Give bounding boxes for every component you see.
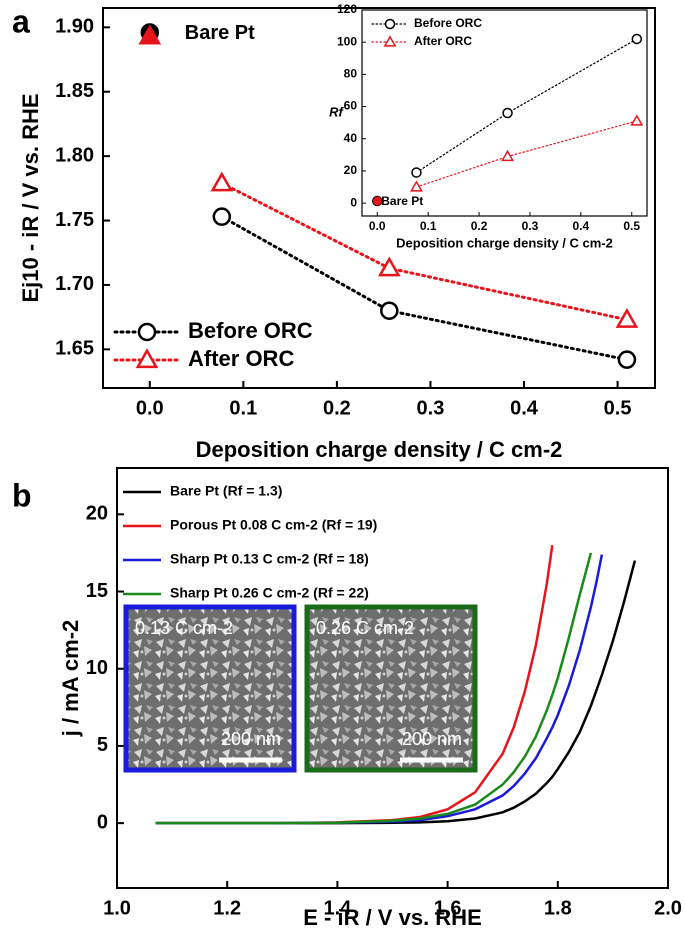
x-tick-label: 0.0	[369, 219, 386, 233]
marker-circle	[617, 350, 637, 369]
image-label: 0.13 C cm-2	[135, 618, 233, 638]
y-axis-title: Rf	[329, 104, 344, 119]
x-tick-label: 1.2	[213, 897, 241, 919]
x-tick-label: 0.4	[572, 219, 589, 233]
marker-circle	[372, 196, 382, 206]
marker-triangle	[210, 171, 234, 192]
x-tick-label: 0.2	[323, 397, 351, 419]
marker-circle	[380, 301, 399, 320]
marker-circle	[631, 33, 643, 45]
x-tick-label: 0.0	[136, 397, 164, 419]
y-tick-label: 1.75	[55, 209, 94, 231]
y-tick-label: 1.70	[55, 273, 94, 295]
y-axis-title: j / mA cm-2	[58, 620, 83, 738]
y-tick-label: 5	[97, 734, 108, 756]
scale-bar-label: 200 nm	[402, 729, 462, 749]
legend-label: Sharp Pt 0.13 C cm-2 (Rf = 18)	[170, 551, 369, 567]
x-tick-label: 0.3	[417, 397, 445, 419]
legend-label: Before ORC	[188, 318, 313, 343]
x-tick-label: 1.6	[434, 897, 462, 919]
x-tick-label: 0.4	[510, 397, 539, 419]
y-tick-label: 0	[97, 811, 108, 833]
marker-triangle	[377, 256, 401, 277]
legend-label: Before ORC	[414, 16, 482, 30]
panel-label: b	[12, 477, 32, 513]
marker-triangle	[409, 180, 423, 192]
sem-image	[123, 604, 297, 773]
image-label: 0.26 C cm-2	[316, 618, 414, 638]
y-axis-title: Ej10 - iR / V vs. RHE	[18, 93, 43, 302]
panel-label: a	[12, 3, 30, 39]
marker-triangle	[135, 348, 159, 369]
y-tick-label: 40	[344, 131, 358, 145]
x-axis-title: Deposition charge density / C cm-2	[396, 235, 613, 250]
x-tick-label: 0.3	[522, 219, 539, 233]
legend-label: Bare Pt (Rf = 1.3)	[170, 483, 282, 499]
x-axis-title: E - iR / V vs. RHE	[303, 905, 482, 930]
y-tick-label: 100	[337, 34, 357, 48]
marker-circle	[212, 207, 232, 226]
marker-triangle	[138, 24, 162, 45]
y-tick-label: 20	[344, 163, 358, 177]
marker-circle	[502, 107, 513, 119]
y-tick-label: 1.90	[55, 16, 94, 38]
marker-triangle	[383, 35, 397, 47]
x-tick-label: 2.0	[654, 897, 682, 919]
marker-circle	[411, 167, 422, 178]
x-tick-label: 1.8	[544, 897, 572, 919]
y-tick-label: 1.80	[55, 144, 94, 166]
y-tick-label: 120	[337, 2, 357, 16]
x-tick-label: 1.4	[323, 897, 352, 919]
scale-bar-label: 200 nm	[221, 729, 281, 749]
y-tick-label: 1.65	[55, 338, 94, 360]
x-axis-title: Deposition charge density / C cm-2	[196, 437, 563, 462]
sem-image	[304, 604, 478, 773]
y-tick-label: 80	[344, 67, 358, 81]
marker-triangle	[501, 149, 515, 162]
legend-label: Sharp Pt 0.26 C cm-2 (Rf = 22)	[170, 585, 369, 601]
x-tick-label: 0.5	[604, 397, 632, 419]
bare-pt-label: Bare Pt	[381, 194, 423, 208]
series-line	[155, 552, 593, 825]
bare-pt-label: Bare Pt	[185, 22, 255, 44]
x-tick-label: 1.0	[103, 897, 131, 919]
y-tick-label: 10	[86, 657, 108, 679]
marker-circle	[137, 322, 157, 342]
x-tick-label: 0.2	[471, 219, 488, 233]
y-tick-label: 60	[344, 99, 358, 113]
marker-circle	[384, 18, 396, 30]
x-tick-label: 0.5	[623, 219, 640, 233]
marker-triangle	[630, 114, 644, 126]
legend-label: After ORC	[188, 346, 294, 371]
legend-label: After ORC	[414, 34, 472, 48]
y-tick-label: 15	[86, 580, 108, 602]
legend-label: Porous Pt 0.08 C cm-2 (Rf = 19)	[170, 517, 377, 533]
x-tick-label: 0.1	[420, 219, 437, 233]
y-tick-label: 0	[350, 195, 357, 209]
x-tick-label: 0.1	[229, 397, 257, 419]
marker-triangle	[615, 308, 639, 328]
y-tick-label: 1.85	[55, 80, 94, 102]
y-tick-label: 20	[86, 503, 108, 525]
